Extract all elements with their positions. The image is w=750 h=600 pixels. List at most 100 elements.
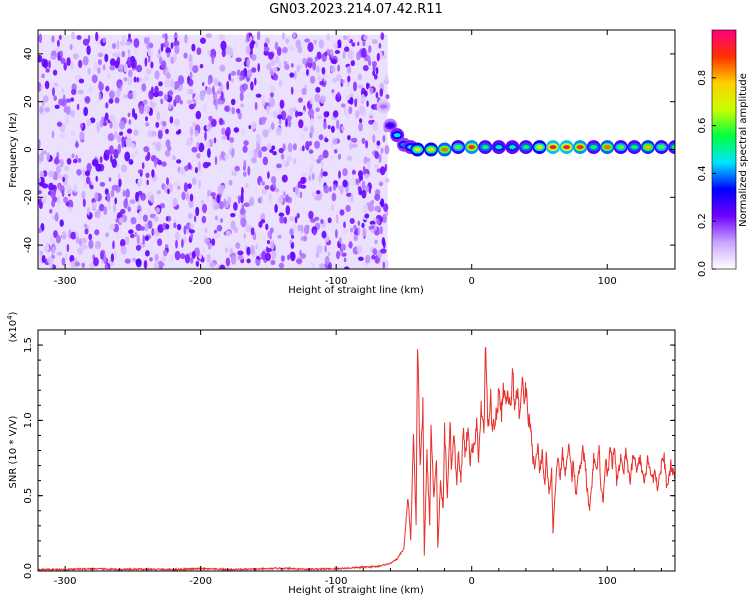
noise-cell [289,228,294,236]
noise-cell [285,205,291,216]
noise-cell [120,208,126,215]
noise-cell [87,207,90,216]
noise-cell [154,253,159,262]
noise-cell [44,244,50,253]
noise-cell [364,157,371,162]
noise-cell [82,56,89,66]
noise-cell [307,42,314,53]
noise-cell [52,87,55,97]
noise-cell [53,95,57,101]
noise-cell [272,67,278,73]
noise-cell [189,193,194,202]
noise-cell [78,78,85,84]
noise-cell [290,241,295,249]
noise-cell [207,77,211,86]
noise-cell [350,193,354,203]
noise-cell [100,250,104,260]
noise-cell [48,182,54,191]
noise-cell [260,195,264,204]
noise-cell [239,91,244,102]
noise-cell [345,204,351,213]
noise-cell [94,210,99,218]
noise-cell [375,254,379,264]
noise-cell [336,119,340,130]
noise-cell [58,34,62,41]
noise-cell [341,125,345,132]
noise-cell [189,223,194,229]
noise-cell [112,120,119,130]
noise-cell [114,60,120,69]
noise-cell [110,253,114,262]
noise-cell [324,51,328,57]
noise-cell [43,59,49,69]
noise-cell [320,168,324,179]
noise-cell [112,52,118,57]
noise-cell [55,165,62,174]
noise-cell [196,141,200,148]
noise-cell [343,257,347,263]
noise-cell [41,73,45,79]
noise-cell [125,131,128,137]
noise-cell [223,198,227,207]
noise-cell [134,232,138,237]
noise-cell [54,104,60,110]
noise-cell [344,46,350,52]
noise-cell [306,68,309,76]
noise-cell [235,242,241,249]
noise-cell [154,233,158,243]
noise-cell [326,33,331,42]
noise-cell [298,119,304,129]
noise-cell [172,197,178,207]
noise-cell [183,182,188,193]
noise-cell [207,148,211,158]
noise-cell [356,95,359,102]
noise-cell [187,183,192,189]
noise-cell [123,63,128,73]
noise-cell [251,54,257,61]
noise-cell [153,215,159,222]
noise-cell [227,196,232,205]
signal-core [481,145,489,150]
noise-cell [206,194,210,203]
noise-cell [348,142,353,150]
noise-cell [358,122,363,132]
noise-cell [71,153,75,159]
noise-cell [305,140,310,151]
noise-cell [369,87,374,95]
noise-cell [170,78,175,88]
noise-cell [155,121,160,128]
noise-cell [214,215,218,221]
noise-cell [347,135,351,141]
noise-cell [56,121,63,127]
noise-cell [116,40,120,50]
noise-cell [158,262,165,267]
noise-cell [138,104,145,115]
noise-cell [290,251,296,262]
noise-cell [83,223,88,229]
noise-cell [210,48,217,59]
noise-cell [251,121,257,130]
noise-cell [177,75,184,85]
noise-cell [145,250,150,257]
noise-cell [283,191,286,197]
noise-cell [60,99,67,107]
noise-cell [374,151,380,160]
noise-cell [141,83,147,92]
noise-cell [346,155,353,161]
noise-cell [251,67,257,73]
noise-cell [228,179,233,186]
snr-x-ticks: -300 -200 -100 0 100 [54,330,662,587]
noise-cell [221,91,224,101]
noise-cell [128,33,131,39]
noise-cell [379,226,383,235]
noise-cell [263,46,270,52]
noise-cell [338,170,341,179]
noise-cell [167,145,172,152]
noise-cell [375,67,379,75]
noise-cell [79,123,84,129]
noise-cell [384,74,389,83]
noise-cell [91,74,98,84]
noise-cell [266,63,272,71]
noise-cell [64,165,70,172]
noise-cell [204,237,211,244]
